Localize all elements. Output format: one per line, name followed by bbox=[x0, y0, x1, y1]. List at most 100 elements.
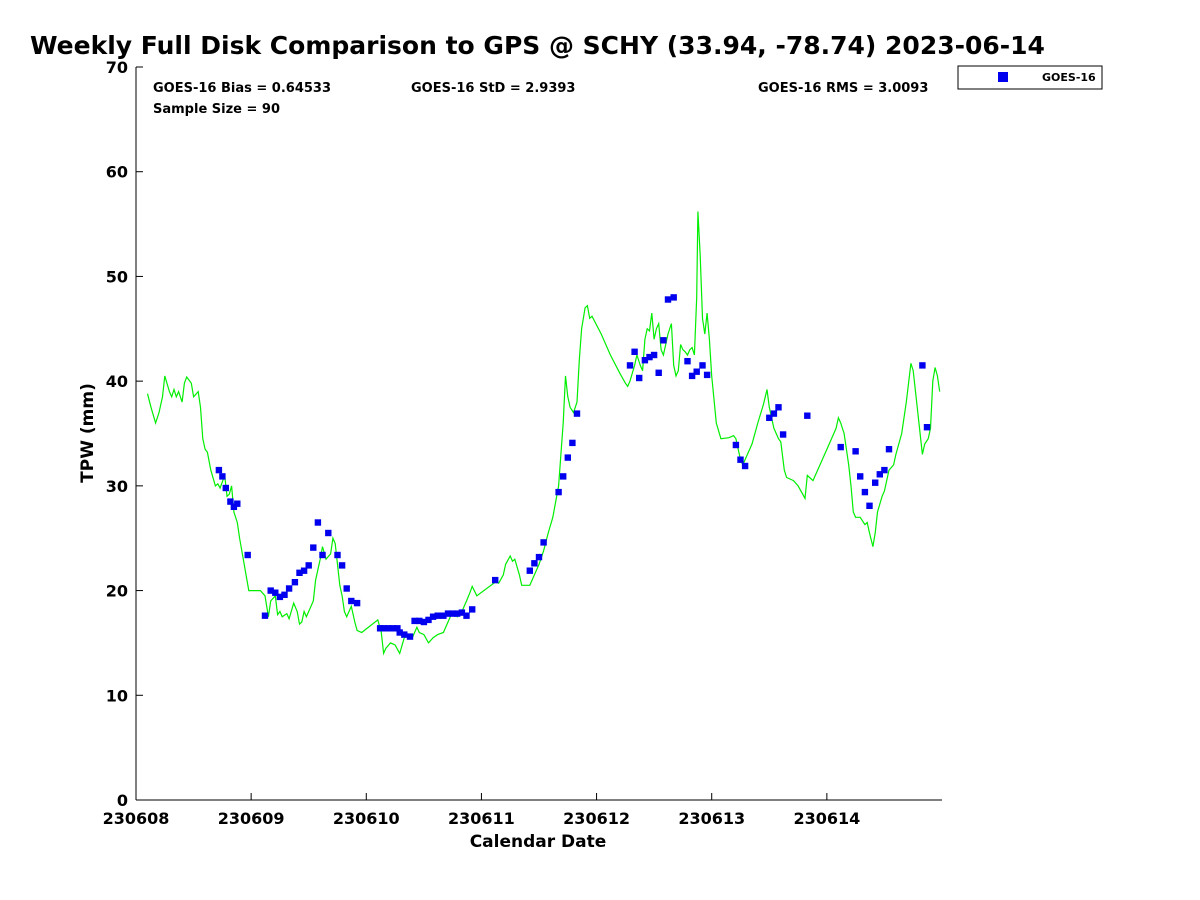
goes16-point bbox=[779, 431, 787, 438]
goes16-point bbox=[300, 567, 308, 574]
goes16-point bbox=[334, 551, 341, 559]
goes16-point bbox=[420, 618, 428, 626]
goes16-point bbox=[325, 529, 332, 537]
y-tick-label: 10 bbox=[106, 686, 128, 705]
goes16-point bbox=[703, 371, 711, 379]
plot-area bbox=[135, 67, 942, 801]
goes16-point bbox=[215, 466, 223, 474]
goes16-point bbox=[636, 374, 643, 382]
chart-title: Weekly Full Disk Comparison to GPS @ SCH… bbox=[30, 31, 1045, 60]
goes16-point bbox=[389, 625, 396, 632]
goes16-point bbox=[267, 587, 274, 594]
goes16-point bbox=[919, 362, 926, 369]
goes16-point bbox=[872, 479, 879, 486]
gps-series bbox=[146, 211, 941, 656]
gps-line bbox=[146, 211, 941, 656]
y-tick-label: 40 bbox=[106, 372, 128, 391]
plot-area-background bbox=[136, 67, 942, 800]
goes16-point bbox=[535, 553, 543, 561]
goes16-point bbox=[699, 362, 706, 369]
y-axis-ticks: 0 10 20 30 40 50 60 70 bbox=[106, 58, 143, 810]
goes16-point bbox=[281, 591, 288, 598]
goes16-point bbox=[560, 473, 567, 480]
bias-annotation: GOES-16 Bias = 0.64533 bbox=[153, 81, 331, 96]
goes16-point bbox=[876, 471, 883, 478]
goes16-point bbox=[434, 612, 441, 619]
y-tick-label: 0 bbox=[117, 791, 128, 810]
goes16-point bbox=[555, 488, 562, 496]
x-axis-label: Calendar Date bbox=[470, 832, 607, 852]
goes16-point bbox=[261, 612, 269, 619]
x-tick-label: 230612 bbox=[563, 809, 630, 828]
goes16-point bbox=[454, 610, 461, 617]
goes16-point bbox=[227, 498, 234, 505]
goes16-point bbox=[469, 606, 476, 613]
x-axis-ticks: 230608 230609 230610 230611 230612 230613 2306… bbox=[103, 793, 860, 828]
goes16-point bbox=[732, 441, 740, 449]
goes16-point bbox=[766, 414, 773, 421]
goes16-point bbox=[449, 610, 456, 617]
goes16-point bbox=[272, 589, 279, 596]
y-axis-label: TPW (mm) bbox=[78, 383, 98, 483]
legend-marker bbox=[998, 72, 1008, 82]
goes16-point bbox=[923, 424, 931, 431]
goes16-point bbox=[631, 348, 638, 355]
legend-label: GOES-16 bbox=[1042, 71, 1096, 84]
y-tick-label: 30 bbox=[106, 477, 128, 496]
goes16-point bbox=[866, 502, 873, 509]
goes16-point bbox=[440, 612, 447, 619]
goes16-point bbox=[406, 633, 414, 640]
goes16-point bbox=[416, 617, 423, 625]
goes16-point bbox=[670, 294, 677, 301]
goes16-point bbox=[881, 466, 888, 474]
goes16-point bbox=[646, 353, 653, 361]
goes16-point bbox=[310, 544, 317, 551]
x-tick-label: 230610 bbox=[333, 809, 400, 828]
sample-size-annotation: Sample Size = 90 bbox=[153, 102, 280, 117]
goes16-point bbox=[861, 488, 869, 496]
goes16-point bbox=[540, 539, 547, 546]
y-tick-label: 60 bbox=[106, 163, 128, 182]
goes16-point bbox=[660, 337, 667, 344]
goes16-point bbox=[394, 625, 401, 632]
goes16-point bbox=[852, 448, 859, 455]
goes16-point bbox=[343, 585, 350, 592]
goes16-point bbox=[376, 625, 384, 632]
legend-box bbox=[957, 65, 1103, 90]
goes16-point bbox=[626, 362, 634, 369]
goes16-point bbox=[684, 358, 691, 365]
goes16-point bbox=[401, 631, 408, 638]
legend: GOES-16 bbox=[957, 65, 1103, 90]
y-tick-label: 70 bbox=[106, 58, 128, 77]
x-tick-label: 230608 bbox=[103, 809, 170, 828]
x-tick-label: 230614 bbox=[793, 809, 860, 828]
goes16-point bbox=[385, 625, 392, 632]
goes16-point bbox=[688, 372, 696, 380]
goes16-point bbox=[338, 562, 346, 569]
goes16-point bbox=[353, 599, 361, 607]
goes16-point bbox=[429, 613, 437, 620]
x-tick-label: 230613 bbox=[678, 809, 745, 828]
goes16-point bbox=[380, 625, 387, 632]
goes16-point bbox=[770, 410, 778, 417]
goes16-point bbox=[857, 473, 864, 480]
goes16-point bbox=[314, 519, 322, 526]
goes16-point bbox=[641, 357, 649, 364]
goes16-point bbox=[319, 551, 326, 559]
rms-annotation: GOES-16 RMS = 3.0093 bbox=[758, 81, 928, 96]
goes16-point bbox=[650, 351, 658, 359]
goes16-point bbox=[693, 368, 700, 375]
goes16-point bbox=[775, 404, 782, 411]
x-tick-label: 230611 bbox=[448, 809, 515, 828]
goes16-point bbox=[411, 617, 418, 625]
goes16-point bbox=[463, 612, 470, 619]
goes16-point bbox=[305, 562, 312, 569]
x-tick-label: 230609 bbox=[218, 809, 285, 828]
goes16-point bbox=[444, 610, 452, 617]
goes16-point bbox=[737, 456, 744, 463]
goes16-point bbox=[222, 484, 229, 492]
goes16-point bbox=[425, 616, 432, 624]
goes16-point bbox=[492, 576, 499, 584]
goes16-point bbox=[573, 410, 581, 417]
goes16-point bbox=[741, 462, 749, 470]
